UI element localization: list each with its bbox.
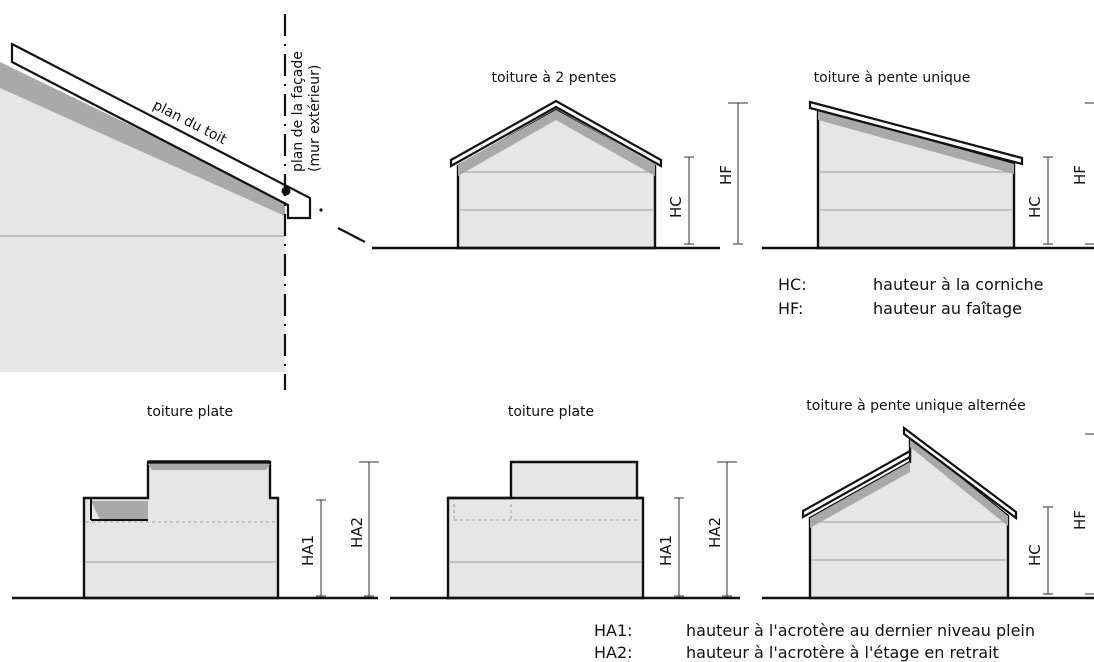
flat-1-terrace-shadow (91, 501, 148, 520)
flat-1-wall (82, 460, 280, 600)
two-slope-wall (456, 108, 657, 250)
roof-plane-extension (337, 227, 366, 243)
legend-hc-text: hauteur à la corniche (873, 275, 1043, 294)
alt-wall (808, 434, 1010, 600)
title-single-slope: toiture à pente unique (814, 70, 971, 86)
title-single-slope-alt: toiture à pente unique alternée (806, 398, 1025, 414)
alt-roof-left (801, 449, 912, 519)
hf-label: HF (717, 165, 735, 185)
hc-label-3: HC (1026, 544, 1044, 566)
ha2-label: HA2 (348, 517, 366, 548)
ha2-label-2: HA2 (706, 517, 724, 548)
detail-roof-slab (10, 42, 312, 220)
alt-roof-right (902, 425, 1018, 521)
roof-plane-extension-dot (319, 208, 323, 212)
alternating-single-slope-building: toiture à pente unique alternée HC HF (762, 398, 1094, 600)
title-flat-1: toiture plate (147, 404, 233, 420)
title-two-slopes: toiture à 2 pentes (492, 70, 617, 86)
hf-label-3: HF (1071, 510, 1089, 530)
ha1-label: HA1 (299, 535, 317, 566)
flat-roof-building-2: toiture plate HA1 HA2 (390, 404, 740, 600)
legend-ha2-text: hauteur à l'acrotère à l'étage en retrai… (686, 643, 999, 662)
hf-label-2: HF (1071, 165, 1089, 185)
legend-hc-code: HC: (778, 275, 807, 294)
legend-bottom: HA1: hauteur à l'acrotère au dernier niv… (594, 621, 1035, 662)
facade-plane-label-2: (mur extérieur) (307, 65, 323, 172)
single-slope-roof-shadow (818, 110, 1014, 174)
legend-hf-text: hauteur au faîtage (873, 299, 1022, 318)
flat-1-roof-shadow (148, 464, 270, 470)
detail-wall-fill (0, 70, 285, 372)
legend-ha2-code: HA2: (594, 643, 633, 662)
alt-roof-shadow-left (810, 462, 910, 528)
two-slope-roof-building: toiture à 2 pentes HC HF (372, 70, 748, 250)
two-slope-roof-shadow (458, 110, 655, 176)
alt-roof-shadow-right (910, 437, 1008, 526)
flat-roof-building-1: toiture plate HA1 HA2 (12, 404, 379, 600)
two-slope-roof (449, 99, 663, 168)
facade-plane-label-1: plan de la façade (290, 51, 306, 172)
intersection-point (281, 186, 291, 196)
detail-roof-shadow (0, 62, 285, 216)
single-slope-roof-building: toiture à pente unique HC HF (762, 70, 1094, 250)
flat-2-wall (446, 460, 645, 600)
legend-ha1-code: HA1: (594, 621, 633, 640)
legend-top: HC: hauteur à la corniche HF: hauteur au… (778, 275, 1043, 318)
ha1-label-2: HA1 (657, 535, 675, 566)
hc-label-2: HC (1026, 196, 1044, 218)
single-slope-roof (808, 100, 1024, 166)
hc-label: HC (667, 196, 685, 218)
title-flat-2: toiture plate (508, 404, 594, 420)
roof-eave-detail: plan du toit plan de la façade (mur exté… (0, 14, 366, 390)
legend-ha1-text: hauteur à l'acrotère au dernier niveau p… (686, 621, 1035, 640)
legend-hf-code: HF: (778, 299, 803, 318)
